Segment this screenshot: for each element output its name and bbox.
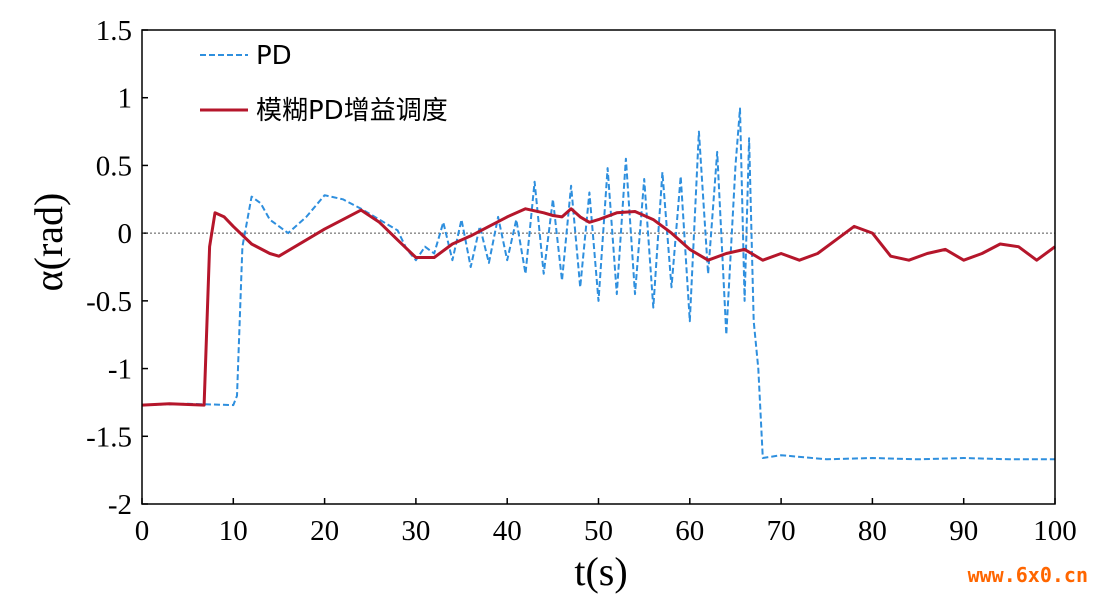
- y-tick-label: 0.5: [96, 150, 132, 182]
- x-tick-label: 50: [584, 515, 613, 547]
- y-tick-label: -1: [108, 354, 132, 386]
- y-tick-label: 0: [118, 218, 133, 250]
- y-tick-label: -0.5: [86, 286, 132, 318]
- x-tick-labels: 0 10 20 30 40 50 60 70 80 90 100: [135, 515, 1077, 547]
- x-tick-label: 20: [310, 515, 339, 547]
- x-axis-label: t(s): [574, 549, 627, 594]
- legend-label-pd: PD: [256, 41, 292, 71]
- watermark: www.6x0.cn: [968, 563, 1088, 587]
- legend: PD 模糊PD增益调度: [200, 41, 448, 126]
- x-tick-label: 70: [767, 515, 796, 547]
- x-tick-label: 90: [949, 515, 978, 547]
- plot-area-frame: [141, 29, 1056, 505]
- x-tick-label: 100: [1033, 515, 1077, 547]
- y-tick-labels: 1.5 1 0.5 0 -0.5 -1 -1.5 -2: [86, 15, 132, 521]
- x-tick-label: 10: [219, 515, 248, 547]
- series-lines: [141, 107, 1056, 461]
- x-tick-label: 0: [135, 515, 150, 547]
- x-tick-label: 60: [675, 515, 704, 547]
- y-tick-label: 1.5: [96, 15, 132, 47]
- y-tick-label: -2: [108, 489, 132, 521]
- x-tick-label: 80: [858, 515, 887, 547]
- tick-marks: [141, 29, 1056, 505]
- series-line-pd: [141, 107, 1055, 461]
- x-tick-label: 30: [401, 515, 430, 547]
- y-tick-label: -1.5: [86, 421, 132, 453]
- series-line-fuzzy-pd-gain-scheduling: [141, 207, 1056, 407]
- x-tick-label: 40: [493, 515, 522, 547]
- legend-label-fuzzy-pd: 模糊PD增益调度: [256, 96, 448, 126]
- y-axis-label: α(rad): [26, 193, 71, 292]
- y-tick-label: 1: [118, 83, 133, 115]
